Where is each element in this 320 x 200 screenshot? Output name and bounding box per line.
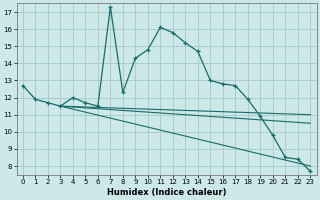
X-axis label: Humidex (Indice chaleur): Humidex (Indice chaleur) bbox=[107, 188, 226, 197]
